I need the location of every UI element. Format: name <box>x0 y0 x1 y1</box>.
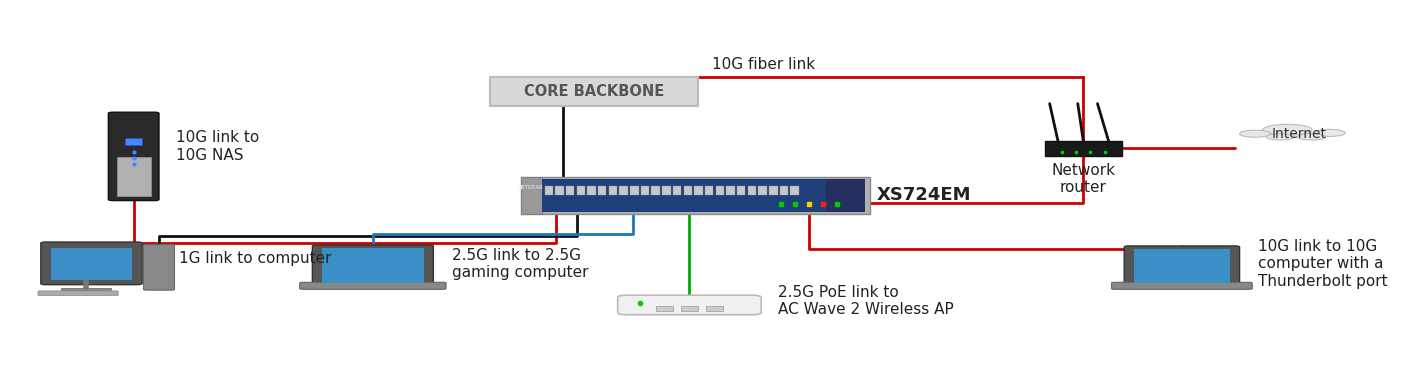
FancyBboxPatch shape <box>555 186 564 195</box>
Text: 2.5G link to 2.5G
gaming computer: 2.5G link to 2.5G gaming computer <box>452 248 588 280</box>
FancyBboxPatch shape <box>521 177 541 214</box>
FancyBboxPatch shape <box>1135 249 1230 283</box>
FancyBboxPatch shape <box>521 177 869 214</box>
Ellipse shape <box>1240 130 1271 137</box>
FancyBboxPatch shape <box>630 186 639 195</box>
FancyBboxPatch shape <box>490 77 697 106</box>
FancyBboxPatch shape <box>737 186 746 195</box>
FancyBboxPatch shape <box>544 186 552 195</box>
FancyBboxPatch shape <box>758 186 767 195</box>
FancyBboxPatch shape <box>577 186 585 195</box>
FancyBboxPatch shape <box>322 248 423 283</box>
FancyBboxPatch shape <box>683 186 692 195</box>
FancyBboxPatch shape <box>541 179 831 212</box>
FancyBboxPatch shape <box>694 186 703 195</box>
FancyBboxPatch shape <box>673 186 682 195</box>
Ellipse shape <box>1298 134 1325 140</box>
Text: NETGEAR: NETGEAR <box>517 185 544 190</box>
FancyBboxPatch shape <box>780 186 788 195</box>
FancyBboxPatch shape <box>791 186 799 195</box>
Text: 10G link to 10G
computer with a
Thunderbolt port: 10G link to 10G computer with a Thunderb… <box>1258 239 1387 289</box>
FancyBboxPatch shape <box>640 186 649 195</box>
FancyBboxPatch shape <box>108 112 159 201</box>
Text: 10G fiber link: 10G fiber link <box>711 57 815 72</box>
Text: XS724EM: XS724EM <box>876 187 971 204</box>
FancyBboxPatch shape <box>770 186 778 195</box>
FancyBboxPatch shape <box>125 138 142 145</box>
FancyBboxPatch shape <box>682 306 697 311</box>
FancyBboxPatch shape <box>1045 141 1122 156</box>
Ellipse shape <box>1267 134 1295 140</box>
FancyBboxPatch shape <box>609 186 618 195</box>
FancyBboxPatch shape <box>38 291 118 296</box>
Text: CORE BACKBONE: CORE BACKBONE <box>524 84 665 99</box>
FancyBboxPatch shape <box>826 179 865 212</box>
FancyBboxPatch shape <box>619 186 628 195</box>
FancyBboxPatch shape <box>706 306 723 311</box>
FancyBboxPatch shape <box>41 242 142 285</box>
FancyBboxPatch shape <box>662 186 670 195</box>
FancyBboxPatch shape <box>1125 246 1240 286</box>
Text: Network
router: Network router <box>1051 163 1116 195</box>
FancyBboxPatch shape <box>704 186 713 195</box>
Text: Internet: Internet <box>1271 127 1326 141</box>
FancyBboxPatch shape <box>51 248 132 280</box>
FancyBboxPatch shape <box>567 186 574 195</box>
FancyBboxPatch shape <box>656 306 673 311</box>
FancyBboxPatch shape <box>748 186 755 195</box>
FancyBboxPatch shape <box>652 186 660 195</box>
FancyBboxPatch shape <box>300 282 446 289</box>
Ellipse shape <box>1314 129 1345 136</box>
Ellipse shape <box>1262 124 1312 135</box>
FancyBboxPatch shape <box>716 186 724 195</box>
FancyBboxPatch shape <box>312 245 433 286</box>
FancyBboxPatch shape <box>588 186 596 195</box>
Text: 10G link to
10G NAS: 10G link to 10G NAS <box>176 131 258 163</box>
FancyBboxPatch shape <box>61 288 111 290</box>
FancyBboxPatch shape <box>598 186 606 195</box>
FancyBboxPatch shape <box>726 186 734 195</box>
FancyBboxPatch shape <box>143 244 175 290</box>
FancyBboxPatch shape <box>618 295 761 315</box>
Text: 2.5G PoE link to
AC Wave 2 Wireless AP: 2.5G PoE link to AC Wave 2 Wireless AP <box>778 285 954 317</box>
FancyBboxPatch shape <box>1112 282 1252 289</box>
Text: 1G link to computer: 1G link to computer <box>179 251 331 265</box>
FancyBboxPatch shape <box>116 157 151 196</box>
